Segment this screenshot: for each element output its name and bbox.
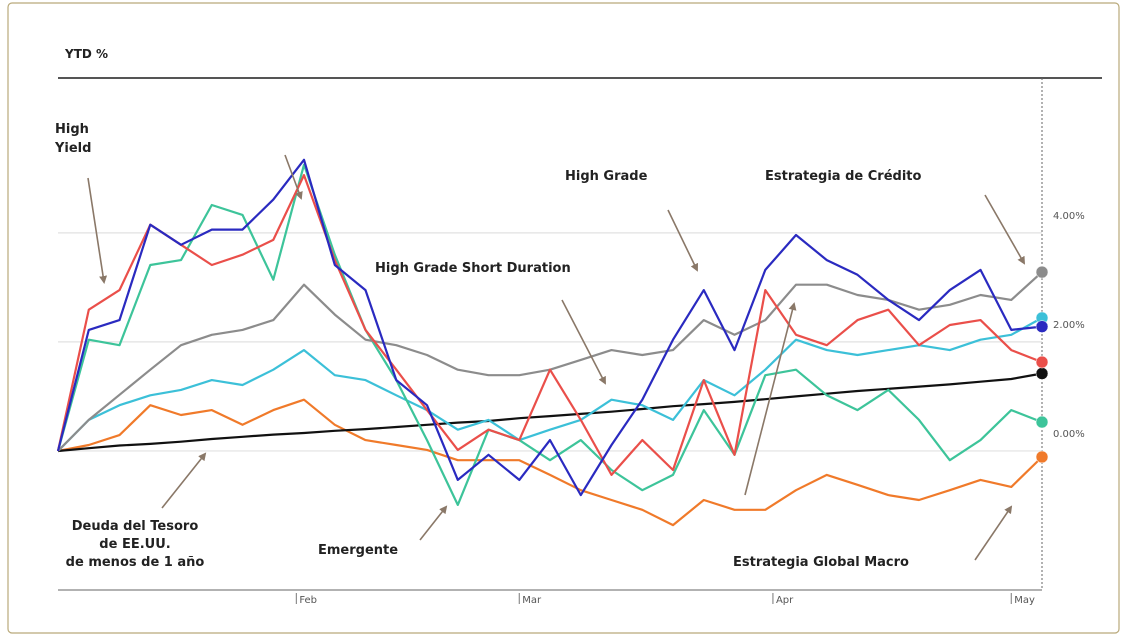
- annotation: Estrategia Global Macro: [733, 555, 909, 570]
- arrow: [744, 302, 797, 496]
- annotation: High Grade Short Duration: [375, 261, 571, 276]
- annotation: de EE.UU.: [99, 537, 170, 552]
- annotation: Deuda del Tesoro: [72, 519, 199, 534]
- end-marker: [1035, 320, 1049, 333]
- arrow: [561, 299, 606, 385]
- y-tick-label: 0.00%: [1053, 429, 1085, 440]
- arrow: [419, 505, 448, 541]
- frame: [7, 2, 1120, 634]
- series-line: [56, 163, 1043, 506]
- arrow: [284, 154, 303, 200]
- y-tick-label: 4.00%: [1053, 211, 1085, 222]
- annotation: High Grade: [565, 169, 648, 184]
- series-line: [57, 398, 1043, 527]
- series-line: [57, 316, 1043, 452]
- annotation: High: [55, 122, 89, 137]
- arrow: [984, 194, 1025, 265]
- x-tick-label: Feb: [299, 595, 317, 606]
- series-line: [56, 158, 1043, 497]
- arrows: [87, 154, 1025, 561]
- x-tick-label: May: [1014, 595, 1035, 606]
- end-marker: [1035, 265, 1049, 279]
- arrow: [87, 177, 108, 284]
- annotation: Estrategia de Crédito: [765, 169, 922, 184]
- annotation: Emergente: [318, 543, 398, 558]
- annotation: de menos de 1 año: [66, 555, 205, 570]
- chart-title: YTD %: [64, 47, 108, 61]
- lines: [56, 158, 1049, 527]
- arrow: [161, 452, 207, 509]
- x-tick-label: Mar: [522, 595, 542, 606]
- x-tick-label: Apr: [776, 595, 794, 606]
- annotation: Yield: [54, 141, 91, 156]
- series-line: [56, 174, 1043, 476]
- y-tick-label: 2.00%: [1053, 320, 1085, 331]
- end-marker: [1035, 355, 1049, 369]
- end-marker: [1035, 450, 1049, 464]
- arrow: [667, 209, 698, 272]
- grid: 0.00% 2.00% 4.00% Feb Mar Apr May: [58, 211, 1085, 606]
- end-marker: [1035, 415, 1049, 429]
- arrow: [974, 505, 1013, 561]
- end-marker: [1035, 367, 1049, 380]
- annotations: High Yield High Grade Estrategia de Crédito…: [54, 122, 922, 570]
- series-line: [57, 372, 1043, 453]
